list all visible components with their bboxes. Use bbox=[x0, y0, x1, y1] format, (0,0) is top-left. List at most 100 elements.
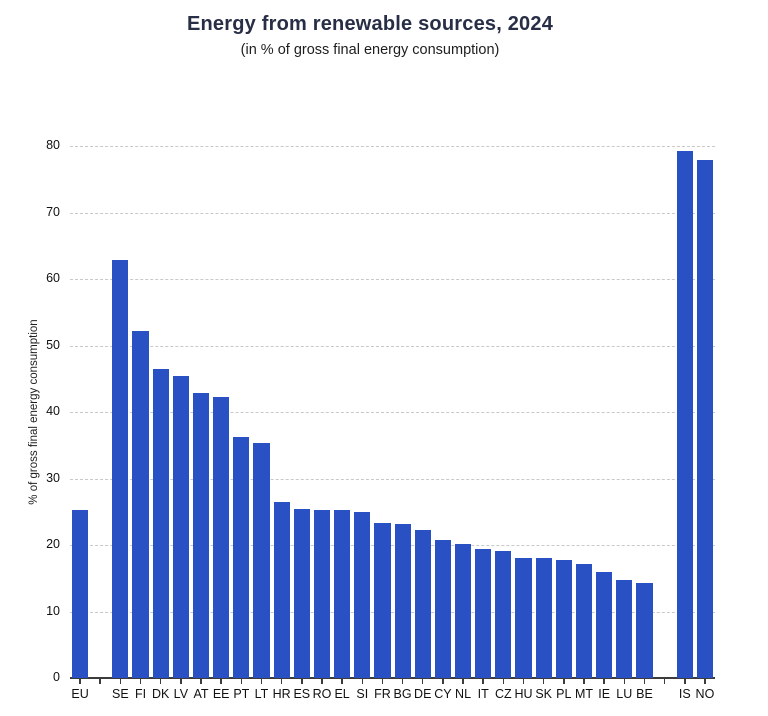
gridline-20 bbox=[70, 545, 715, 546]
bar-LV bbox=[172, 376, 189, 678]
x-tick-label-HU: HU bbox=[514, 687, 533, 701]
x-tick-mark bbox=[704, 678, 706, 684]
y-tick-label-60: 60 bbox=[46, 271, 60, 285]
x-tick-mark bbox=[442, 678, 444, 684]
x-tick-label-HR: HR bbox=[272, 687, 291, 701]
x-tick-mark bbox=[583, 678, 585, 684]
x-tick-label-MT: MT bbox=[574, 687, 594, 701]
x-tick-mark bbox=[361, 678, 364, 684]
x-axis-line bbox=[70, 677, 715, 679]
x-tick-label-LT: LT bbox=[254, 687, 269, 701]
x-tick-mark bbox=[482, 678, 484, 684]
bar-NL bbox=[454, 544, 472, 678]
x-tick-mark bbox=[663, 678, 666, 684]
x-tick-label-ES: ES bbox=[293, 687, 311, 701]
x-tick-mark bbox=[341, 678, 343, 684]
y-tick-label-80: 80 bbox=[46, 138, 60, 152]
x-tick-label-SK: SK bbox=[535, 687, 553, 701]
chart-title: Energy from renewable sources, 2024 bbox=[186, 13, 554, 35]
x-tick-mark bbox=[99, 678, 101, 684]
bar-RO bbox=[313, 509, 331, 678]
x-tick-label-DE: DE bbox=[414, 687, 432, 701]
bar-CY bbox=[434, 539, 451, 678]
x-tick-mark bbox=[79, 678, 81, 684]
bar-AT bbox=[192, 392, 210, 678]
bar-EE bbox=[213, 397, 230, 678]
x-tick-label-NO: NO bbox=[695, 687, 715, 701]
x-tick-label-FI: FI bbox=[134, 687, 147, 701]
x-tick-mark bbox=[200, 678, 202, 684]
y-tick-label-40: 40 bbox=[46, 404, 60, 418]
gridline-30 bbox=[70, 478, 715, 480]
x-tick-label-EU: EU bbox=[71, 687, 89, 701]
bar-LT bbox=[253, 442, 270, 678]
x-tick-mark bbox=[623, 678, 626, 684]
y-tick-label-20: 20 bbox=[46, 537, 60, 551]
bar-FI bbox=[132, 330, 149, 678]
x-tick-mark bbox=[401, 678, 404, 684]
bar-PL bbox=[555, 560, 572, 678]
x-tick-label-FR: FR bbox=[374, 687, 391, 701]
x-tick-mark bbox=[563, 678, 565, 684]
x-tick-label-BG: BG bbox=[393, 687, 412, 701]
x-tick-mark bbox=[542, 678, 545, 684]
bar-CZ bbox=[495, 551, 512, 678]
x-tick-mark bbox=[684, 678, 686, 684]
x-tick-mark bbox=[180, 678, 182, 684]
bar-SI bbox=[354, 512, 371, 678]
x-tick-label-EE: EE bbox=[212, 687, 230, 701]
x-tick-label-NL: NL bbox=[455, 687, 472, 701]
plot-area bbox=[70, 146, 715, 679]
x-tick-mark bbox=[240, 678, 243, 684]
x-tick-mark bbox=[643, 678, 646, 684]
x-tick-label-LU: LU bbox=[616, 687, 633, 701]
y-tick-label-50: 50 bbox=[46, 337, 60, 352]
gridline-80 bbox=[70, 146, 715, 147]
x-tick-label-DK: DK bbox=[152, 687, 170, 701]
x-tick-label-PL: PL bbox=[556, 687, 572, 701]
bar-LU bbox=[616, 579, 633, 678]
bar-FR bbox=[374, 523, 391, 678]
x-tick-mark bbox=[502, 678, 505, 684]
bar-PT bbox=[233, 436, 250, 678]
x-tick-mark bbox=[301, 678, 303, 684]
x-tick-mark bbox=[421, 678, 424, 684]
x-tick-mark bbox=[522, 678, 525, 684]
bar-NO bbox=[696, 159, 713, 678]
gridline-10 bbox=[70, 611, 715, 613]
bar-DK bbox=[152, 369, 169, 678]
x-tick-label-SE: SE bbox=[112, 687, 129, 701]
gridline-60 bbox=[70, 279, 715, 280]
bar-EU bbox=[72, 510, 89, 678]
x-tick-label-PT: PT bbox=[233, 687, 250, 701]
x-tick-mark bbox=[462, 678, 464, 684]
y-tick-label-0: 0 bbox=[53, 670, 60, 684]
bar-DE bbox=[414, 529, 431, 678]
x-tick-mark bbox=[139, 678, 142, 684]
bar-EL bbox=[334, 509, 351, 678]
x-tick-mark bbox=[159, 678, 162, 684]
bar-SE bbox=[112, 260, 129, 678]
y-tick-label-10: 10 bbox=[46, 603, 60, 618]
bar-ES bbox=[293, 509, 310, 678]
x-tick-mark bbox=[220, 678, 222, 684]
chart-subtitle: (in % of gross final energy consumption) bbox=[240, 42, 500, 58]
bar-HR bbox=[273, 502, 290, 678]
bar-SK bbox=[535, 558, 552, 678]
bar-IE bbox=[596, 572, 613, 678]
x-tick-label-CY: CY bbox=[434, 687, 452, 701]
gridline-40 bbox=[70, 412, 715, 413]
gridline-70 bbox=[70, 212, 715, 214]
bar-IS bbox=[676, 150, 693, 678]
y-tick-label-30: 30 bbox=[46, 470, 60, 485]
x-tick-mark bbox=[603, 678, 605, 684]
bar-HU bbox=[515, 557, 532, 678]
bar-IT bbox=[475, 549, 492, 678]
x-tick-label-CZ: CZ bbox=[495, 687, 512, 701]
x-tick-label-IE: IE bbox=[598, 687, 611, 701]
x-tick-label-RO: RO bbox=[312, 687, 332, 701]
x-tick-label-IS: IS bbox=[678, 687, 691, 701]
x-tick-mark bbox=[321, 678, 323, 684]
y-tick-label-70: 70 bbox=[46, 204, 60, 219]
